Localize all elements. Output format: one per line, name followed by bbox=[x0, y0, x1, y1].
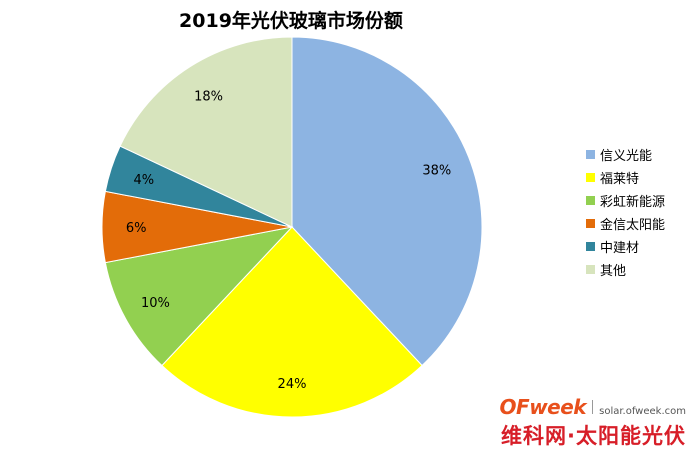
watermark: OFweek solar.ofweek.com 维科网·太阳能光伏 bbox=[486, 395, 686, 450]
legend-swatch-5 bbox=[586, 265, 595, 274]
legend-swatch-1 bbox=[586, 173, 595, 182]
legend-label-1: 福莱特 bbox=[600, 172, 640, 187]
legend-item-4: 中建材 bbox=[586, 235, 665, 258]
pie-data-label-3: 6% bbox=[126, 221, 147, 236]
pie-data-label-1: 24% bbox=[278, 377, 307, 392]
legend-item-2: 彩虹新能源 bbox=[586, 189, 665, 212]
pie-slice-2 bbox=[104, 226, 294, 367]
legend-item-3: 金信太阳能 bbox=[586, 212, 665, 235]
watermark-url: solar.ofweek.com bbox=[599, 406, 686, 417]
pie-slices bbox=[101, 36, 483, 418]
pie-data-label-4: 4% bbox=[134, 173, 155, 188]
legend-item-5: 其他 bbox=[586, 258, 665, 281]
watermark-divider bbox=[592, 400, 594, 414]
legend-label-3: 金信太阳能 bbox=[600, 218, 666, 233]
legend-swatch-3 bbox=[586, 219, 595, 228]
legend-item-1: 福莱特 bbox=[586, 166, 665, 189]
chart-title: 2019年光伏玻璃市场份额 bbox=[179, 10, 403, 32]
legend-label-0: 信义光能 bbox=[600, 149, 653, 164]
legend-label-5: 其他 bbox=[600, 264, 627, 279]
pie-slice-1 bbox=[161, 226, 423, 418]
legend-swatch-4 bbox=[586, 242, 595, 251]
watermark-logo: OFweek bbox=[499, 395, 587, 419]
watermark-slogan: 维科网·太阳能光伏 bbox=[501, 424, 686, 448]
pie-data-labels: 38% 24% 10% 6% 4% 18% bbox=[126, 89, 451, 391]
legend-label-2: 彩虹新能源 bbox=[600, 195, 666, 210]
legend: 信义光能 福莱特 彩虹新能源 金信太阳能 中建材 其他 bbox=[586, 143, 665, 281]
pie-slice-0 bbox=[291, 36, 483, 367]
pie-data-label-2: 10% bbox=[141, 296, 170, 311]
pie-slice-5 bbox=[119, 36, 293, 228]
legend-label-4: 中建材 bbox=[600, 241, 640, 256]
legend-swatch-0 bbox=[586, 150, 595, 159]
legend-swatch-2 bbox=[586, 196, 595, 205]
pie-data-label-5: 18% bbox=[194, 89, 223, 104]
pie-data-label-0: 38% bbox=[422, 164, 451, 179]
legend-item-0: 信义光能 bbox=[586, 143, 665, 166]
